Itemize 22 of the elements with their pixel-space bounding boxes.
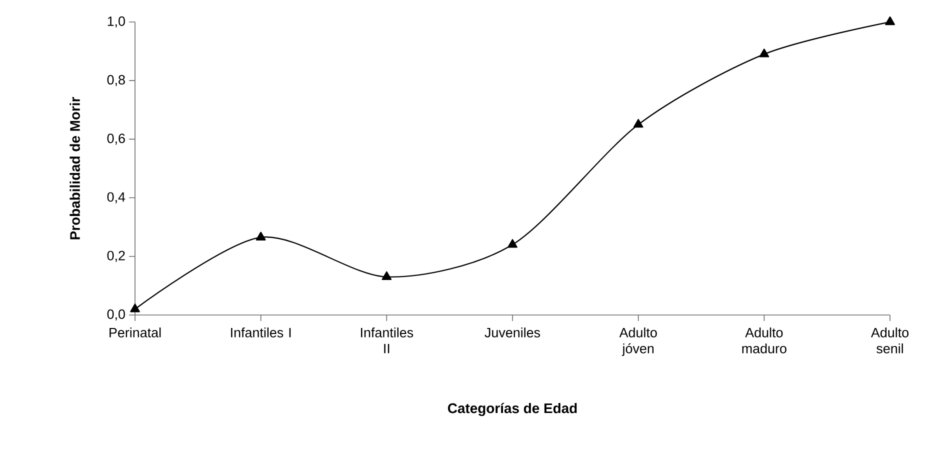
x-axis-title: Categorías de Edad <box>448 402 577 416</box>
y-axis-title: Probabilidad de Morir <box>70 97 80 240</box>
y-tick-label: 0,8 <box>107 75 125 86</box>
x-tick-label: Perinatal <box>110 328 161 338</box>
x-tick-label: Adulto maduro <box>742 328 786 354</box>
point <box>633 118 644 128</box>
point <box>759 48 770 58</box>
y-tick-label: 0,4 <box>107 192 126 204</box>
x-tick-label: Juveniles <box>484 328 540 338</box>
point <box>382 271 392 280</box>
point <box>130 304 140 312</box>
y-tick-label: 0,0 <box>107 309 125 321</box>
point <box>256 232 266 240</box>
y-tick-label: 1,0 <box>108 16 125 28</box>
point <box>885 16 895 26</box>
x-tick-label: Infantiles I <box>231 328 291 338</box>
y-tick-label: 0,6 <box>107 134 125 145</box>
x-tick-label: Adulto senil <box>870 328 909 354</box>
x-tick-label: Infantiles II <box>360 328 414 354</box>
point <box>508 239 518 248</box>
x-tick-label: Adulto jóven <box>619 328 657 356</box>
y-tick-label: 0,2 <box>107 250 125 262</box>
